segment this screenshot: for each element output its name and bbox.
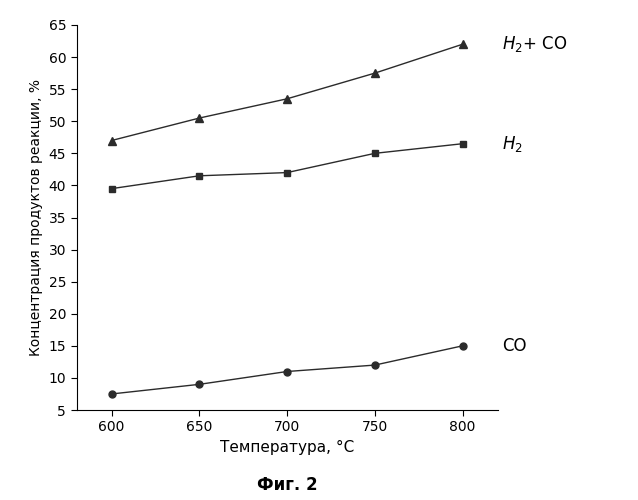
X-axis label: Температура, °C: Температура, °C [220, 440, 354, 455]
Text: $H_2$: $H_2$ [502, 134, 523, 154]
Text: $H_2$+ CO: $H_2$+ CO [502, 34, 567, 54]
Text: Фиг. 2: Фиг. 2 [256, 476, 318, 494]
Text: CO: CO [502, 337, 526, 355]
Y-axis label: Концентрация продуктов реакции, %: Концентрация продуктов реакции, % [29, 79, 43, 356]
